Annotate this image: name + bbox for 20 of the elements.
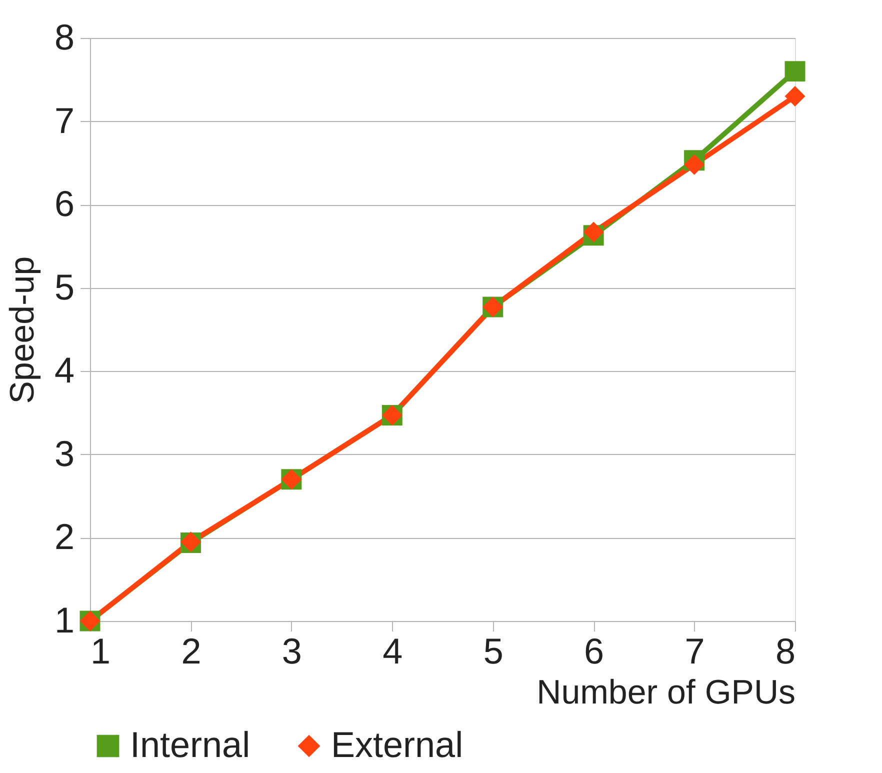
y-tick-label: 4	[54, 350, 74, 391]
y-tick-label: 8	[54, 16, 74, 58]
y-tick-label: 3	[54, 432, 74, 474]
y-tick-label: 5	[54, 266, 74, 308]
legend-label: Internal	[130, 724, 250, 765]
x-tick-label: 1	[90, 630, 111, 672]
y-tick-label: 6	[54, 183, 74, 224]
legend-label: External	[331, 724, 464, 765]
x-tick-label: 7	[684, 630, 705, 672]
y-tick-label: 7	[54, 100, 74, 141]
x-axis-title: Number of GPUs	[536, 674, 796, 712]
y-axis-title: Speed-up	[3, 256, 42, 404]
x-tick-label: 6	[584, 630, 604, 672]
y-tick-label: 1	[54, 600, 74, 640]
x-tick-label: 5	[483, 630, 504, 672]
x-tick-label: 3	[282, 630, 302, 672]
y-tick-label: 2	[54, 516, 74, 558]
x-tick-label: 4	[382, 630, 403, 672]
x-tick-label: 2	[181, 630, 202, 672]
x-tick-label: 8	[775, 630, 796, 672]
